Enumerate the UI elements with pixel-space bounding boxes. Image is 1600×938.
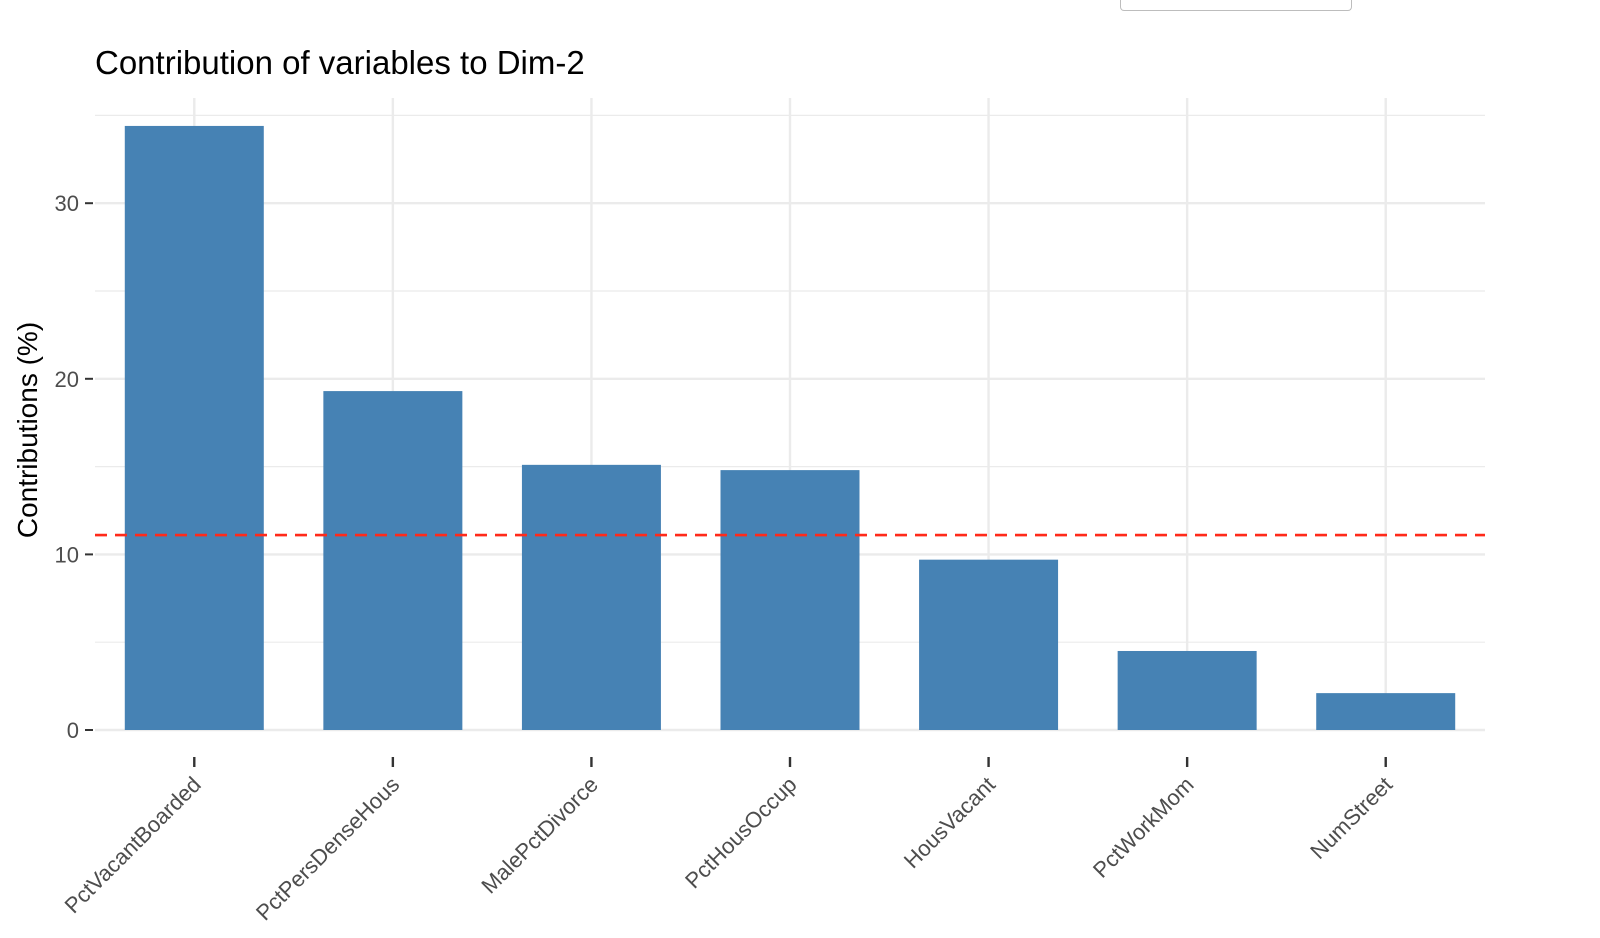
x-tick-label: PctPersDenseHous: [251, 772, 404, 925]
x-tick-label: NumStreet: [1305, 772, 1397, 864]
y-axis: 0 10 20 30: [55, 191, 93, 743]
bar-HousVacant: [919, 559, 1059, 730]
bar-PctWorkMom: [1117, 650, 1257, 730]
x-tick-label: PctHousOccup: [680, 772, 801, 893]
bar-NumStreet: [1316, 693, 1456, 730]
bar-PctPersDenseHous: [323, 391, 463, 730]
bar-PctHousOccup: [720, 470, 860, 730]
bar-PctVacantBoarded: [124, 125, 264, 731]
x-tick-label: MalePctDivorce: [476, 772, 603, 899]
x-axis: PctVacantBoarded PctPersDenseHous MalePctD…: [60, 757, 1397, 925]
x-tick-label: HousVacant: [899, 772, 1000, 873]
bars: [124, 125, 1456, 731]
y-tick-label: 30: [55, 191, 79, 216]
partial-control-box: [1120, 0, 1352, 11]
bar-MalePctDivorce: [521, 464, 661, 730]
x-tick-label: PctWorkMom: [1088, 772, 1199, 883]
y-tick-label: 0: [67, 718, 79, 743]
y-axis-label: Contributions (%): [12, 322, 43, 538]
y-tick-label: 10: [55, 542, 79, 567]
y-tick-label: 20: [55, 367, 79, 392]
x-tick-label: PctVacantBoarded: [60, 772, 206, 918]
chart-title: Contribution of variables to Dim-2: [95, 44, 585, 81]
